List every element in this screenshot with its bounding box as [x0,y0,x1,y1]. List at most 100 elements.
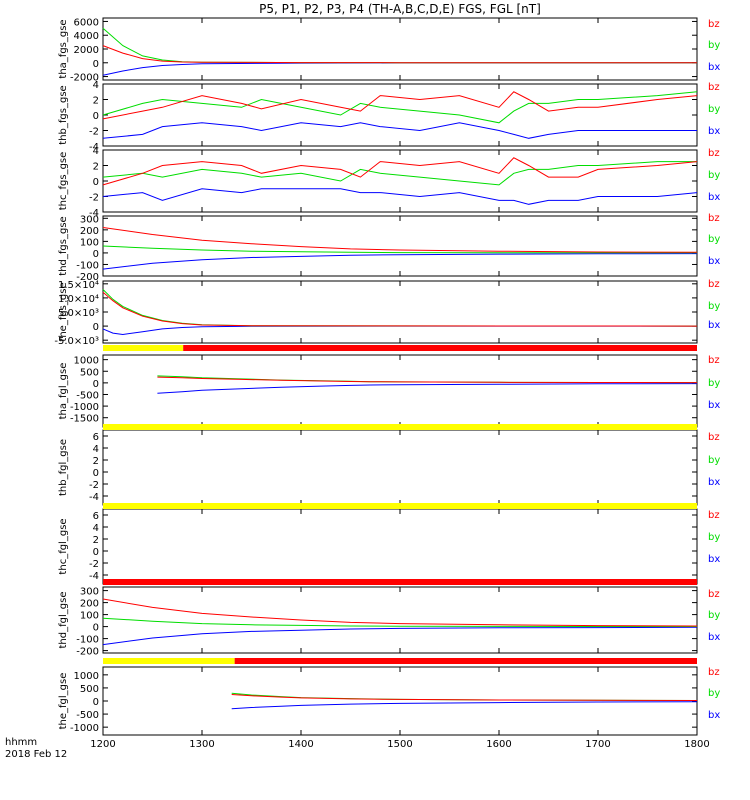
y-tick-label: 300 [80,587,99,598]
mode-bar [103,424,697,430]
series-bz-line [102,45,697,64]
panel-the_fgl_gse: the_fgl_gse 1000 500 0 -500 -1000 bz by bx [58,666,720,736]
y-tick-label: 4 [93,146,99,157]
mode-bar-segment-red [234,658,698,664]
legend-by: by [708,455,720,466]
y-tick-label: -100 [76,260,99,271]
series-bx-line [102,325,698,336]
y-tick-label: -2000 [70,73,99,84]
y-tick-label: 0 [93,547,99,558]
y-tick-label: 6 [93,511,99,522]
y-tick-label: 500 [80,684,99,695]
panel-frame [102,17,698,81]
panel-label: thc_fgs_gse [58,152,69,211]
mode-bar [103,658,698,664]
panel-label: thb_fgs_gse [58,85,69,144]
series-bx-line [157,383,698,394]
panel-label: the_fgs_gse [58,282,69,341]
legend-by: by [708,378,720,389]
panel-frame [102,215,698,277]
panel-thc_fgs_gse: thc_fgs_gse 4 2 0 -2 -4 bz by bx [58,146,720,219]
y-tick-label: 1000 [74,356,99,367]
x-tick-label: 1200 [90,739,115,750]
y-tick-label: 0 [93,177,99,188]
y-tick-label: 2 [93,456,99,467]
y-tick-label: -1500 [70,414,99,425]
y-tick-label: 0 [93,697,99,708]
mode-bar-segment-yellow [103,345,184,351]
legend-by: by [708,532,720,543]
series-bx-line [102,253,698,270]
y-tick-label: -500 [76,710,99,721]
series-by-line [102,161,697,186]
y-tick-label: 300 [80,214,99,225]
panel-label: thc_fgl_gse [58,518,69,574]
y-tick-label: 0 [93,322,99,333]
y-tick-label: 0 [93,111,99,122]
series-bx-line [231,701,698,710]
panel-frame [102,280,698,344]
panel-label: thd_fgl_gse [58,592,69,649]
legend-bz: bz [708,213,720,224]
y-tick-label: -4 [89,571,99,582]
x-tick-label: 1500 [387,739,412,750]
panel-frame [102,149,698,213]
time-format-label: hhmm [5,737,37,748]
legend-by: by [708,40,720,51]
y-tick-label: 4000 [74,31,99,42]
legend-bz: bz [708,667,720,678]
y-tick-label: -1000 [70,402,99,413]
y-tick-label: 0 [93,468,99,479]
legend-bz: bz [708,589,720,600]
y-tick-label: -500 [76,390,99,401]
panels: tha_fgs_gse 6000400020000-2000bzbybxthb_f… [54,17,720,736]
y-tick-label: 0 [93,59,99,70]
panel-label: the_fgl_gse [58,673,69,730]
mode-bar [103,345,697,351]
legend-by: by [708,301,720,312]
legend-by: by [708,104,720,115]
series-bz-line [102,157,698,186]
series-bx-line [102,188,698,205]
y-tick-label: 0 [93,249,99,260]
y-tick-label: 500 [80,367,99,378]
y-tick-label: -1000 [70,723,99,734]
series-bz-line [102,91,698,120]
y-tick-label: -2 [89,559,99,570]
y-tick-label: 200 [80,226,99,237]
legend-bx: bx [708,554,720,565]
y-tick-label: -5.0×10³ [54,336,99,347]
series-by-line [102,91,698,124]
panel-label: tha_fgs_gse [58,19,69,78]
legend-by: by [708,688,720,699]
mode-bar [103,579,697,585]
legend-bz: bz [708,279,720,290]
x-tick-label: 1600 [486,739,511,750]
mode-bar-segment-red [103,579,697,585]
mode-bar-segment-yellow [103,503,697,509]
panel-frame [102,429,698,506]
series-by-line [102,27,697,64]
y-tick-label: 2 [93,162,99,173]
date-label: 2018 Feb 12 [5,749,67,760]
series-bz-line [231,694,698,701]
y-tick-label: 5.0×10³ [58,308,99,319]
mode-bar-segment-red [183,345,697,351]
series-bz-line [102,227,698,253]
panel-thb_fgs_gse: thb_fgs_gse 4 2 0 -2 -4 bz by bx [58,80,720,153]
y-tick-label: -100 [76,635,99,646]
panel-frame [102,586,698,654]
series-bz-line [102,291,698,327]
panel-label: tha_fgl_gse [58,363,69,420]
series-bx-line [102,62,698,76]
legend-bz: bz [708,19,720,30]
y-tick-label: 6 [93,432,99,443]
legend-bx: bx [708,320,720,331]
legend-by: by [708,610,720,621]
panel-label: thd_fgs_gse [58,216,69,275]
y-tick-label: 0 [93,379,99,390]
mode-bar-segment-yellow [103,658,235,664]
